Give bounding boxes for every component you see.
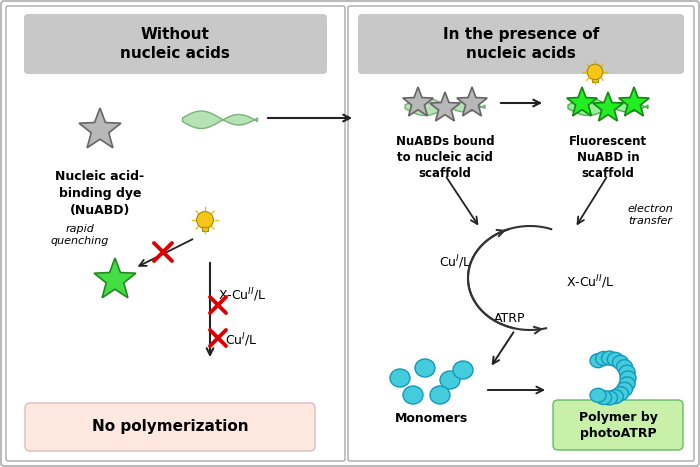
Ellipse shape [601, 391, 617, 405]
Polygon shape [94, 258, 136, 298]
Ellipse shape [453, 361, 473, 379]
FancyBboxPatch shape [358, 14, 684, 74]
Ellipse shape [415, 359, 435, 377]
Ellipse shape [617, 360, 633, 374]
Text: ATRP: ATRP [494, 311, 526, 325]
Text: Without
nucleic acids: Without nucleic acids [120, 27, 230, 61]
Ellipse shape [608, 389, 623, 403]
Text: rapid
quenching: rapid quenching [51, 224, 109, 246]
Ellipse shape [390, 369, 410, 387]
Ellipse shape [601, 351, 617, 365]
FancyBboxPatch shape [24, 14, 327, 74]
Text: electron
transfer: electron transfer [627, 204, 673, 226]
Polygon shape [567, 87, 597, 116]
Ellipse shape [403, 386, 423, 404]
FancyBboxPatch shape [202, 227, 208, 231]
Text: No polymerization: No polymerization [92, 419, 248, 434]
Text: In the presence of
nucleic acids: In the presence of nucleic acids [443, 27, 599, 61]
Text: NuABDs bound
to nucleic acid
scaffold: NuABDs bound to nucleic acid scaffold [395, 135, 494, 180]
Ellipse shape [612, 355, 629, 369]
Polygon shape [79, 108, 121, 148]
Ellipse shape [619, 365, 635, 379]
Ellipse shape [619, 377, 635, 391]
FancyBboxPatch shape [25, 403, 315, 451]
Ellipse shape [612, 387, 629, 401]
Polygon shape [593, 92, 623, 121]
Text: Polymer by
photoATRP: Polymer by photoATRP [579, 410, 657, 439]
Ellipse shape [596, 352, 612, 366]
Ellipse shape [590, 389, 606, 403]
Polygon shape [568, 98, 648, 115]
Ellipse shape [596, 390, 612, 404]
Text: X-Cu$^{II}$/L: X-Cu$^{II}$/L [566, 273, 614, 291]
FancyBboxPatch shape [592, 78, 598, 82]
Ellipse shape [430, 386, 450, 404]
Text: Cu$^I$/L: Cu$^I$/L [439, 253, 471, 271]
Ellipse shape [590, 354, 606, 368]
Circle shape [197, 212, 214, 228]
Text: Cu$^I$/L: Cu$^I$/L [225, 331, 258, 349]
Polygon shape [183, 111, 258, 128]
Text: Monomers: Monomers [395, 411, 468, 425]
FancyBboxPatch shape [553, 400, 683, 450]
Polygon shape [619, 87, 649, 116]
Polygon shape [457, 87, 487, 116]
Ellipse shape [440, 371, 460, 389]
FancyBboxPatch shape [6, 6, 345, 461]
Text: X-Cu$^{II}$/L: X-Cu$^{II}$/L [218, 286, 267, 304]
Ellipse shape [617, 382, 633, 396]
Text: Fluorescent
NuABD in
scaffold: Fluorescent NuABD in scaffold [569, 135, 647, 180]
Polygon shape [405, 98, 485, 115]
Ellipse shape [620, 371, 636, 385]
Polygon shape [402, 87, 433, 116]
Circle shape [587, 64, 603, 80]
Text: Nucleic acid-
binding dye
(NuABD): Nucleic acid- binding dye (NuABD) [55, 170, 145, 217]
Polygon shape [430, 92, 460, 121]
Ellipse shape [608, 353, 623, 367]
FancyBboxPatch shape [348, 6, 694, 461]
